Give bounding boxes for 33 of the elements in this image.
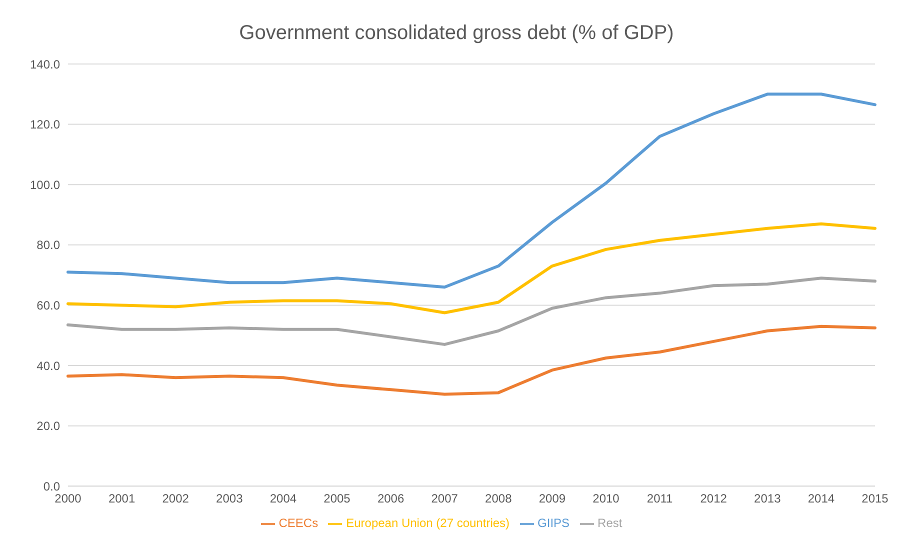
legend-label: CEECs [278, 516, 318, 530]
y-tick-label: 140.0 [30, 57, 60, 72]
y-tick-label: 60.0 [36, 298, 60, 312]
x-tick-label: 2013 [754, 492, 782, 506]
x-tick-label: 2001 [108, 492, 136, 506]
x-tick-label: 2012 [700, 492, 728, 506]
x-tick-label: 2011 [646, 492, 674, 506]
y-tick-label: 40.0 [36, 358, 60, 373]
y-tick-label: 120.0 [30, 118, 60, 132]
line-series [66, 324, 876, 396]
x-tick-label: 2009 [538, 492, 566, 506]
y-tick-label: 80.0 [36, 238, 60, 252]
line-series [66, 222, 876, 314]
y-tick-label: 0.0 [43, 479, 60, 494]
x-tick-label: 2000 [54, 492, 82, 506]
legend-label: Rest [598, 516, 622, 530]
x-tick-label: 2004 [270, 492, 297, 506]
x-tick-label: 2007 [431, 492, 458, 506]
x-tick-label: 2005 [324, 492, 351, 506]
legend-label: GIIPS [538, 516, 570, 530]
x-tick-label: 2002 [162, 492, 190, 506]
line-series [66, 276, 876, 346]
chart-title: Government consolidated gross debt (% of GDP) [238, 21, 675, 46]
y-tick-label: 100.0 [30, 178, 60, 192]
x-tick-label: 2015 [862, 492, 889, 506]
line-series [66, 92, 876, 289]
x-tick-label: 2008 [485, 492, 512, 506]
y-tick-label: 20.0 [36, 419, 60, 434]
legend-label: European Union (27 countries) [346, 516, 510, 530]
x-tick-label: 2010 [592, 492, 620, 506]
x-tick-label: 2003 [216, 492, 244, 506]
x-tick-label: 2006 [377, 492, 404, 506]
x-tick-label: 2014 [808, 492, 835, 506]
